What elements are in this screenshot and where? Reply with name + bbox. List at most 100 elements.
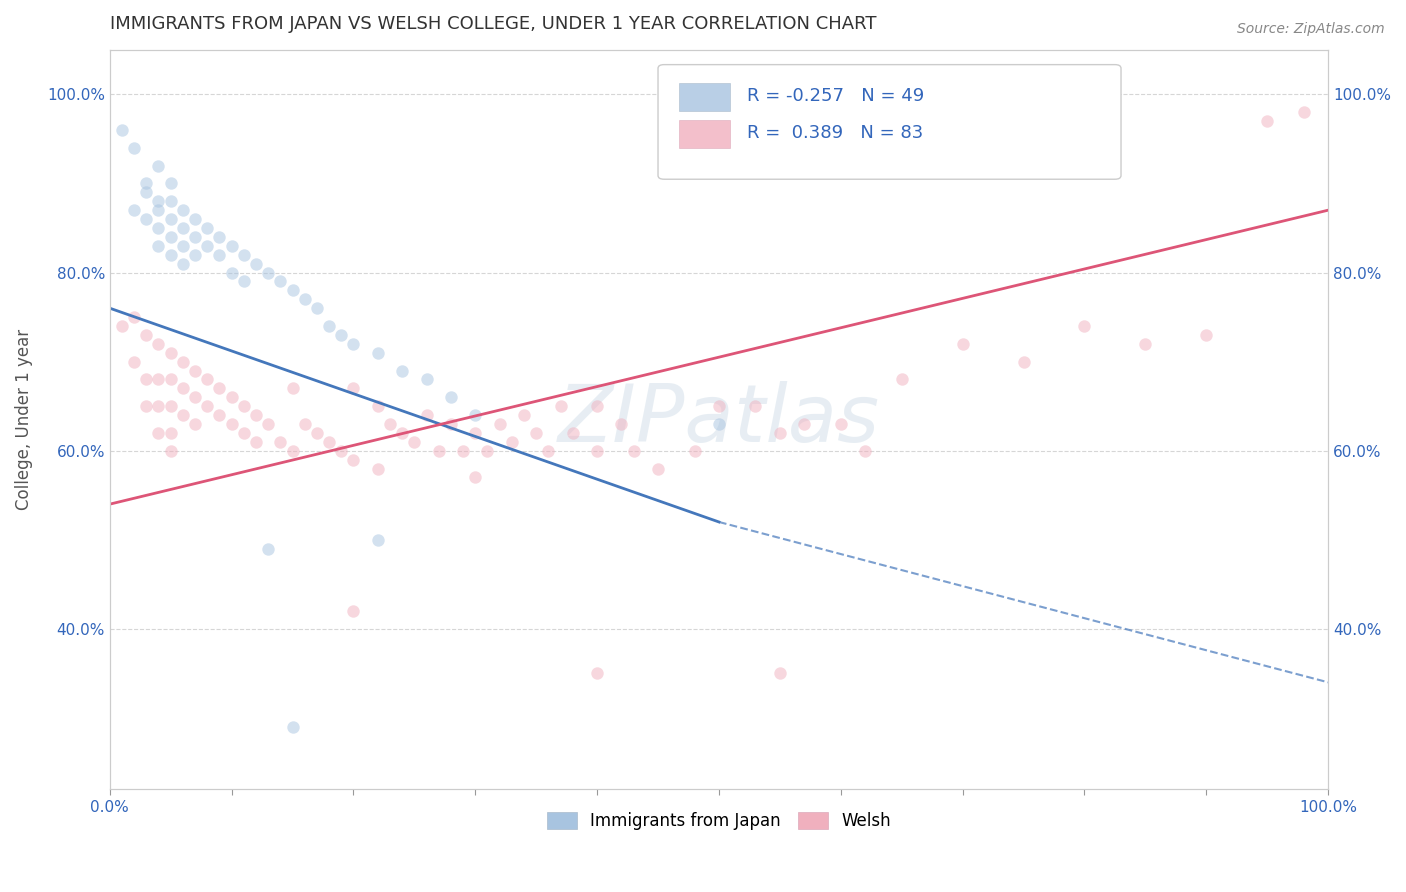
Point (367, 345, 389, 359)
Y-axis label: College, Under 1 year: College, Under 1 year (15, 329, 32, 510)
Point (294, 292, 316, 306)
Point (148, 221, 170, 235)
Point (1012, 354, 1035, 368)
Point (1073, 318, 1095, 333)
Point (184, 363, 207, 377)
Text: IMMIGRANTS FROM JAPAN VS WELSH COLLEGE, UNDER 1 YEAR CORRELATION CHART: IMMIGRANTS FROM JAPAN VS WELSH COLLEGE, … (110, 15, 876, 33)
Point (952, 336, 974, 351)
Point (367, 533, 389, 547)
Text: R = -0.257   N = 49: R = -0.257 N = 49 (747, 87, 924, 105)
Point (122, 141, 145, 155)
Point (135, 399, 157, 413)
Point (281, 381, 304, 395)
Point (464, 470, 486, 484)
Point (488, 417, 510, 431)
Point (342, 604, 364, 618)
Point (122, 310, 145, 324)
Point (148, 425, 170, 440)
Point (172, 257, 194, 271)
Point (853, 443, 876, 458)
Point (221, 266, 243, 280)
Point (744, 399, 766, 413)
Point (451, 443, 474, 458)
Point (391, 425, 413, 440)
Text: Source: ZipAtlas.com: Source: ZipAtlas.com (1237, 22, 1385, 37)
Point (1195, 327, 1218, 342)
Point (269, 275, 291, 289)
Point (111, 123, 134, 137)
Point (586, 666, 609, 681)
Point (135, 186, 157, 200)
Point (135, 372, 157, 386)
Point (318, 318, 340, 333)
Point (1135, 336, 1157, 351)
Point (221, 239, 243, 253)
FancyBboxPatch shape (679, 83, 730, 112)
Point (159, 177, 181, 191)
Point (172, 203, 194, 218)
Point (586, 399, 609, 413)
Point (159, 194, 181, 209)
Point (232, 275, 254, 289)
Point (221, 390, 243, 404)
Point (159, 425, 181, 440)
Point (367, 399, 389, 413)
Point (221, 417, 243, 431)
Point (330, 443, 353, 458)
Point (513, 408, 536, 422)
Point (159, 399, 181, 413)
Point (257, 266, 280, 280)
Point (769, 666, 792, 681)
Point (184, 417, 207, 431)
Point (245, 257, 267, 271)
Point (159, 345, 181, 359)
Point (269, 434, 291, 449)
Point (305, 301, 328, 315)
Point (122, 354, 145, 368)
Point (440, 417, 463, 431)
Point (232, 248, 254, 262)
Point (208, 408, 231, 422)
Point (647, 461, 669, 475)
Point (232, 425, 254, 440)
Point (890, 372, 912, 386)
Point (342, 336, 364, 351)
Point (440, 390, 463, 404)
Point (477, 443, 499, 458)
Text: ZIPatlas: ZIPatlas (558, 381, 880, 458)
Point (184, 212, 207, 227)
Point (793, 417, 815, 431)
Point (294, 417, 316, 431)
Point (195, 372, 218, 386)
Point (281, 284, 304, 298)
Point (281, 443, 304, 458)
Point (769, 425, 792, 440)
Point (501, 434, 523, 449)
Point (415, 372, 437, 386)
Point (830, 417, 852, 431)
FancyBboxPatch shape (679, 120, 730, 148)
Point (623, 443, 645, 458)
Point (184, 390, 207, 404)
Point (464, 425, 486, 440)
Point (208, 248, 231, 262)
Point (367, 461, 389, 475)
FancyBboxPatch shape (658, 64, 1121, 179)
Point (172, 239, 194, 253)
Point (342, 452, 364, 467)
Point (135, 177, 157, 191)
Point (257, 541, 280, 556)
Point (305, 425, 328, 440)
Point (195, 399, 218, 413)
Point (122, 203, 145, 218)
Point (172, 354, 194, 368)
Point (159, 230, 181, 244)
Point (159, 212, 181, 227)
Point (586, 443, 609, 458)
Point (172, 381, 194, 395)
Point (415, 408, 437, 422)
Point (537, 443, 560, 458)
Point (245, 434, 267, 449)
Point (148, 372, 170, 386)
Point (707, 417, 730, 431)
